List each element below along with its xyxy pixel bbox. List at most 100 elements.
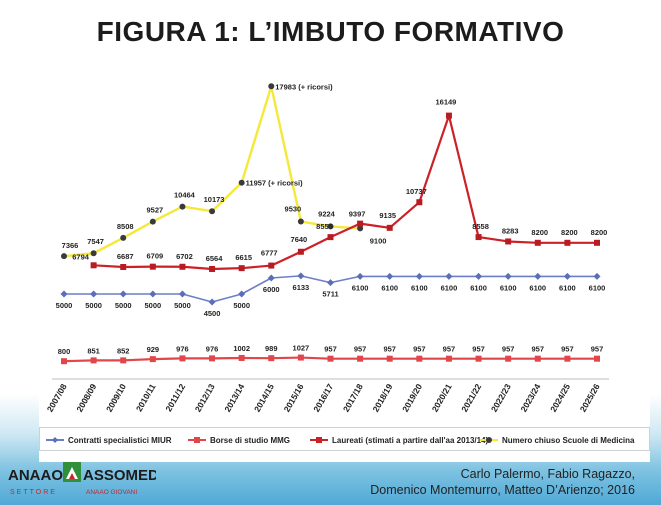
data-label: 1002 xyxy=(233,344,250,353)
series-point xyxy=(327,234,334,241)
series-point xyxy=(297,354,304,361)
series-point xyxy=(178,290,186,298)
data-label: 5000 xyxy=(85,301,102,310)
data-label: 16149 xyxy=(436,98,457,107)
series-point xyxy=(268,355,275,362)
series-point xyxy=(534,355,541,362)
series-point xyxy=(119,290,127,298)
series-point xyxy=(297,272,305,280)
series-point xyxy=(90,250,97,257)
series-point xyxy=(534,239,541,246)
series-point xyxy=(120,264,127,271)
x-tick-label: 2013/14 xyxy=(222,382,246,414)
series-point xyxy=(327,223,334,230)
data-label: 6564 xyxy=(206,254,224,263)
series-point xyxy=(238,354,245,361)
data-label: 8558 xyxy=(472,222,489,231)
authors-line-2: Domenico Montemurro, Matteo D’Arienzo; 2… xyxy=(370,483,635,497)
data-label: 957 xyxy=(472,345,485,354)
data-label: 957 xyxy=(532,345,545,354)
data-label: 6100 xyxy=(529,283,546,292)
x-tick-label: 2024/25 xyxy=(548,382,572,414)
x-tick-label: 2016/17 xyxy=(311,382,335,414)
series-point xyxy=(60,290,68,298)
logo-sub-right: ANAAO GIOVANI xyxy=(86,489,137,496)
series-point xyxy=(564,239,571,246)
series-point xyxy=(90,357,97,364)
series-point xyxy=(238,179,245,186)
data-label: 957 xyxy=(502,345,515,354)
data-label: 9530 xyxy=(285,205,302,214)
data-label: 11957 (+ ricorsi) xyxy=(246,179,303,188)
series-point xyxy=(90,290,98,298)
series-point xyxy=(179,355,186,362)
series-point xyxy=(297,248,304,255)
x-tick-label: 2010/11 xyxy=(134,382,158,413)
series-point xyxy=(61,253,67,260)
data-label: 6133 xyxy=(293,283,310,292)
series-point xyxy=(209,208,216,215)
logo-mark: ANAAO ASSOMED SETTORE ANAAO GIOVANI xyxy=(8,462,159,496)
x-tick-label: 2009/10 xyxy=(104,382,128,414)
chart-area: 2007/08 2008/09 2009/10 2010/11 2011/12 2012/… xyxy=(39,56,650,462)
data-label: 852 xyxy=(117,346,130,355)
series-point xyxy=(505,238,512,245)
series-point xyxy=(593,272,601,280)
authors-line-1: Carlo Palermo, Fabio Ragazzo, xyxy=(460,467,635,481)
series-point xyxy=(415,272,423,280)
data-label: 976 xyxy=(206,344,219,353)
data-label: 9224 xyxy=(318,209,336,218)
legend-label: Laureati (stimati a partire dall'aa 2013… xyxy=(332,436,489,445)
data-label: 6709 xyxy=(146,252,163,261)
data-label: 957 xyxy=(413,345,426,354)
logo-sub-left: SETTORE xyxy=(10,489,57,496)
data-label: 6000 xyxy=(263,285,280,294)
data-label: 8283 xyxy=(502,226,519,235)
series-point xyxy=(238,265,245,272)
legend-svg: Contratti specialistici MIUR Borse di stu… xyxy=(46,436,635,445)
data-label: 6794 xyxy=(72,252,90,261)
series-point xyxy=(386,355,393,362)
data-label: 8508 xyxy=(117,222,134,231)
data-label: 5000 xyxy=(115,301,132,310)
data-label: 6100 xyxy=(441,283,458,292)
series-point xyxy=(179,203,186,210)
data-label: 5000 xyxy=(174,301,191,310)
data-label: 976 xyxy=(176,344,189,353)
data-label: 957 xyxy=(443,345,456,354)
series-point xyxy=(120,234,127,241)
x-tick-label: 2007/08 xyxy=(45,382,69,414)
series-point xyxy=(564,355,571,362)
series-point xyxy=(357,225,364,232)
legend-label: Contratti specialistici MIUR xyxy=(68,436,172,445)
data-label: 8200 xyxy=(561,228,578,237)
anaao-assomed-logo: ANAAO ASSOMED SETTORE ANAAO GIOVANI xyxy=(6,458,159,498)
series-point xyxy=(149,263,156,270)
data-label: 7547 xyxy=(87,237,104,246)
data-label: 9527 xyxy=(146,206,163,215)
data-label: 8555 xyxy=(316,222,333,231)
data-label: 957 xyxy=(561,345,574,354)
data-label: 10173 xyxy=(204,195,225,204)
data-label: 8200 xyxy=(531,228,548,237)
series-point xyxy=(209,355,216,362)
data-label: 5000 xyxy=(56,301,73,310)
x-tick-label: 2017/18 xyxy=(341,382,365,414)
series-point xyxy=(505,355,512,362)
data-label: 851 xyxy=(87,346,100,355)
series-point xyxy=(445,355,452,362)
x-tick-label: 2015/16 xyxy=(282,382,306,414)
data-label: 800 xyxy=(58,347,71,356)
legend-label: Numero chiuso Scuole di Medicina xyxy=(502,436,635,445)
data-label: 6100 xyxy=(411,283,428,292)
series-point xyxy=(268,83,275,90)
chart-legend: Contratti specialistici MIUR Borse di stu… xyxy=(39,427,650,451)
series-point xyxy=(61,358,67,365)
series-point xyxy=(268,262,275,269)
series-point xyxy=(386,272,394,280)
data-label: 989 xyxy=(265,344,278,353)
series-point xyxy=(149,218,156,225)
data-label: 10737 xyxy=(406,187,427,196)
data-label: 4500 xyxy=(204,309,221,318)
data-label: 7366 xyxy=(62,241,79,250)
